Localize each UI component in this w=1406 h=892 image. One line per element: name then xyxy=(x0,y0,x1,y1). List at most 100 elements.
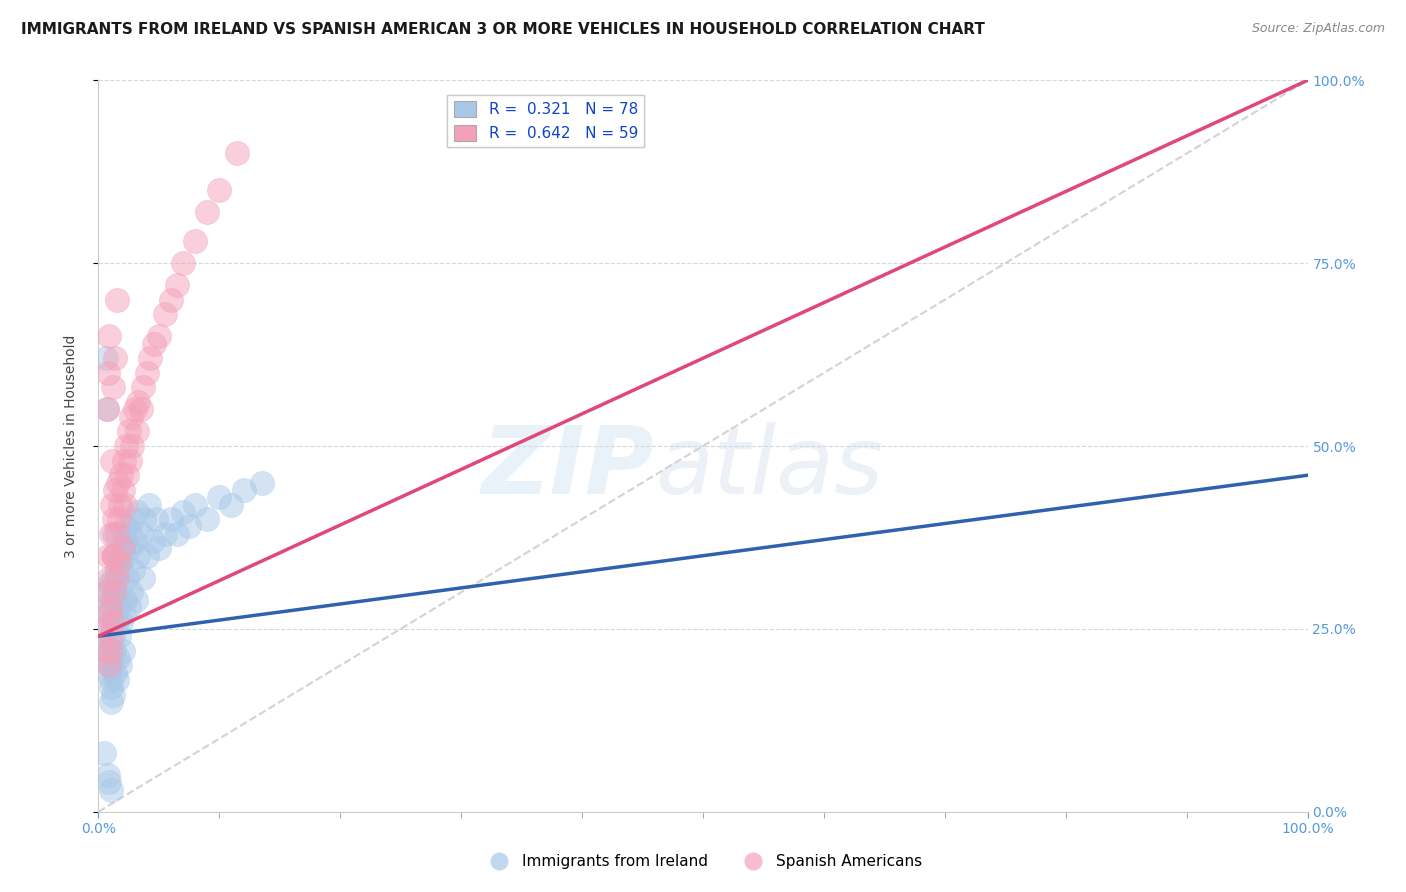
Point xyxy=(112,607,135,622)
Point xyxy=(117,571,139,585)
Point xyxy=(98,775,121,789)
Point xyxy=(111,541,134,556)
Point xyxy=(103,526,125,541)
Point xyxy=(195,512,218,526)
Point xyxy=(134,512,156,526)
Point xyxy=(115,439,138,453)
Point xyxy=(100,526,122,541)
Point xyxy=(115,519,138,533)
Point xyxy=(97,665,120,680)
Point xyxy=(129,402,152,417)
Point xyxy=(160,293,183,307)
Point xyxy=(208,490,231,504)
Point xyxy=(98,658,121,673)
Point xyxy=(108,556,131,570)
Point xyxy=(121,512,143,526)
Point xyxy=(135,549,157,563)
Point xyxy=(160,512,183,526)
Point xyxy=(120,585,142,599)
Point xyxy=(250,475,273,490)
Point xyxy=(226,146,249,161)
Text: Source: ZipAtlas.com: Source: ZipAtlas.com xyxy=(1251,22,1385,36)
Point xyxy=(93,599,115,614)
Point xyxy=(107,599,129,614)
Point xyxy=(97,607,120,622)
Point xyxy=(103,549,125,563)
Point xyxy=(148,541,170,556)
Point xyxy=(111,483,134,497)
Point xyxy=(114,498,136,512)
Point xyxy=(145,512,167,526)
Point xyxy=(114,592,136,607)
Point xyxy=(93,629,115,643)
Point xyxy=(104,665,127,680)
Point xyxy=(108,629,131,643)
Point xyxy=(100,498,122,512)
Point xyxy=(232,483,254,497)
Point xyxy=(110,615,132,629)
Point xyxy=(120,409,142,424)
Point xyxy=(221,498,243,512)
Point xyxy=(103,644,125,658)
Point xyxy=(104,585,127,599)
Point xyxy=(98,578,121,592)
Point xyxy=(100,681,122,695)
Point xyxy=(142,534,165,549)
Point xyxy=(124,402,146,417)
Point xyxy=(172,505,194,519)
Point xyxy=(127,505,149,519)
Point xyxy=(138,498,160,512)
Point xyxy=(139,351,162,366)
Point xyxy=(118,541,141,556)
Point xyxy=(104,351,127,366)
Point xyxy=(101,615,124,629)
Point xyxy=(97,607,120,622)
Point xyxy=(110,563,132,577)
Point xyxy=(96,644,118,658)
Point xyxy=(98,329,121,343)
Point xyxy=(105,673,128,687)
Point xyxy=(105,615,128,629)
Point xyxy=(122,563,145,577)
Point xyxy=(100,644,122,658)
Point xyxy=(127,549,149,563)
Point xyxy=(100,636,122,650)
Point xyxy=(208,183,231,197)
Point xyxy=(94,585,117,599)
Point xyxy=(97,768,120,782)
Point xyxy=(100,453,122,467)
Y-axis label: 3 or more Vehicles in Household: 3 or more Vehicles in Household xyxy=(63,334,77,558)
Point xyxy=(96,585,118,599)
Point xyxy=(100,615,122,629)
Point xyxy=(179,519,201,533)
Point xyxy=(100,592,122,607)
Point xyxy=(105,526,128,541)
Point xyxy=(125,592,148,607)
Point xyxy=(101,549,124,563)
Point xyxy=(111,644,134,658)
Point xyxy=(118,453,141,467)
Legend: R =  0.321   N = 78, R =  0.642   N = 59: R = 0.321 N = 78, R = 0.642 N = 59 xyxy=(447,95,644,147)
Point xyxy=(100,599,122,614)
Point xyxy=(111,526,134,541)
Point xyxy=(184,498,207,512)
Point xyxy=(110,468,132,483)
Text: ZIP: ZIP xyxy=(482,422,655,514)
Point xyxy=(132,571,155,585)
Point xyxy=(101,629,124,643)
Point xyxy=(101,688,124,702)
Point xyxy=(105,571,128,585)
Point xyxy=(172,256,194,270)
Point xyxy=(93,651,115,665)
Point xyxy=(148,329,170,343)
Point xyxy=(97,366,120,380)
Point xyxy=(98,658,121,673)
Point xyxy=(101,380,124,394)
Point xyxy=(100,673,122,687)
Point xyxy=(127,395,149,409)
Point xyxy=(195,205,218,219)
Point xyxy=(97,549,120,563)
Point xyxy=(103,512,125,526)
Point xyxy=(108,512,131,526)
Point xyxy=(94,351,117,366)
